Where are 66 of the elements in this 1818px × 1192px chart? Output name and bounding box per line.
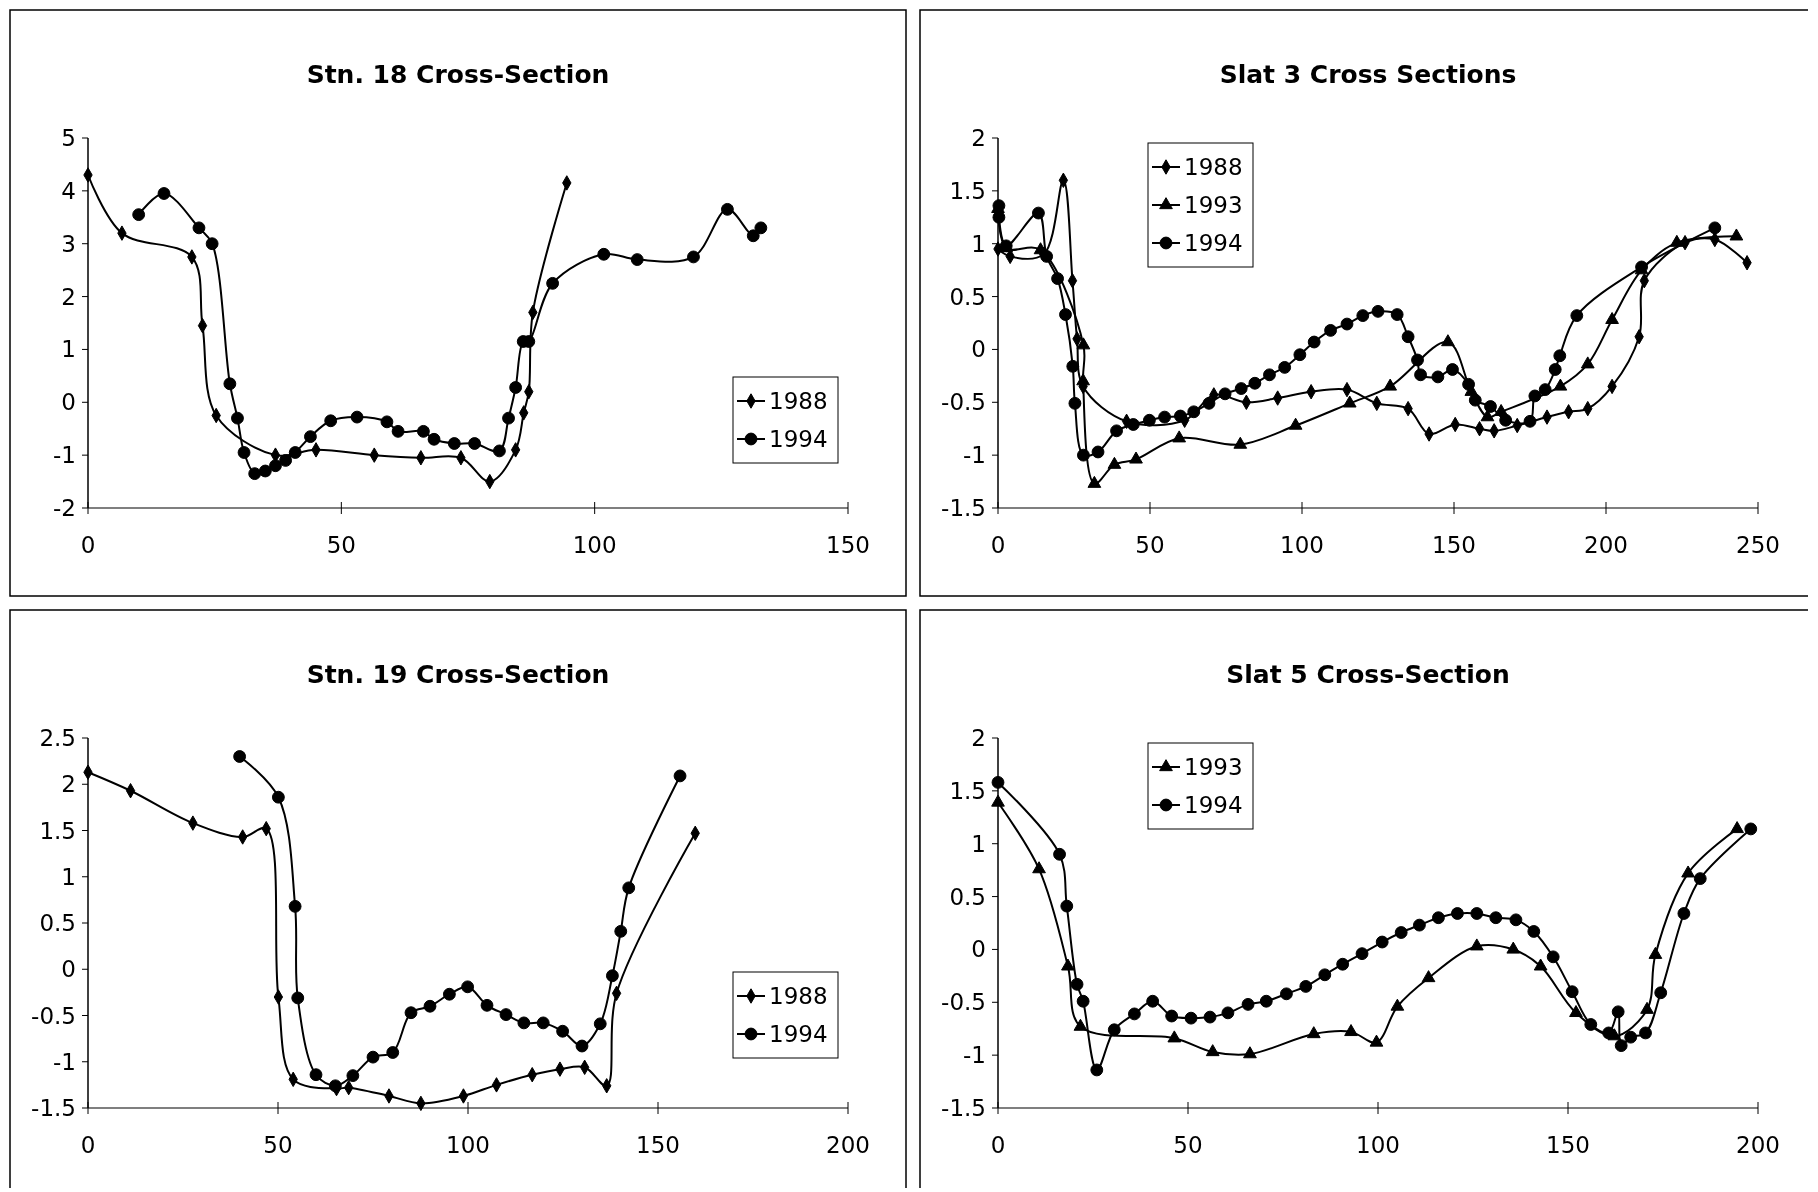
y-tick-label: 1 xyxy=(971,830,986,857)
legend-label: 1994 xyxy=(1184,792,1243,818)
y-tick-label: 0 xyxy=(61,956,76,983)
y-tick-label: 1.5 xyxy=(39,817,76,844)
y-tick-label: 0.5 xyxy=(949,883,986,910)
x-tick-label: 100 xyxy=(572,532,617,558)
x-tick-label: 100 xyxy=(446,1132,490,1158)
x-tick-label: 250 xyxy=(1736,532,1780,558)
y-tick-label: 1.5 xyxy=(949,177,986,204)
x-tick-label: 0 xyxy=(80,532,96,558)
y-tick-label: 1 xyxy=(61,336,76,363)
x-tick-label: 200 xyxy=(1736,1132,1780,1158)
x-tick-label: 200 xyxy=(1584,532,1628,558)
x-tick-label: 200 xyxy=(826,1132,870,1158)
y-tick-label: -1 xyxy=(53,1048,76,1075)
x-tick-label: 50 xyxy=(326,532,356,558)
y-tick-label: -1.5 xyxy=(941,1095,986,1121)
x-tick-label: 0 xyxy=(80,1132,96,1158)
y-tick-label: -2 xyxy=(53,495,76,521)
y-tick-label: 2 xyxy=(971,125,986,151)
y-tick-label: 3 xyxy=(61,230,76,257)
y-tick-label: -0.5 xyxy=(941,989,986,1016)
y-tick-label: 0.5 xyxy=(39,910,76,936)
chart-title: Slat 3 Cross Sections xyxy=(1219,60,1517,89)
legend-label: 1993 xyxy=(1184,192,1243,218)
x-tick-label: 100 xyxy=(1356,1132,1400,1158)
x-tick-label: 150 xyxy=(826,532,870,558)
legend-label: 1988 xyxy=(769,983,828,1009)
x-tick-label: 150 xyxy=(1432,532,1476,558)
legend-label: 1993 xyxy=(1184,754,1243,780)
y-tick-label: -1.5 xyxy=(941,495,986,521)
y-tick-label: 1.5 xyxy=(949,777,986,804)
y-tick-label: 2 xyxy=(61,283,76,310)
y-tick-label: 1 xyxy=(61,863,76,890)
x-tick-label: 150 xyxy=(636,1132,680,1158)
y-tick-label: 5 xyxy=(61,125,76,151)
y-tick-label: -1 xyxy=(53,442,76,469)
x-tick-label: 0 xyxy=(990,532,1006,558)
y-tick-label: 4 xyxy=(61,177,76,204)
y-tick-label: -1 xyxy=(963,442,986,469)
y-tick-label: 2 xyxy=(61,771,76,798)
y-tick-label: -0.5 xyxy=(31,1002,76,1029)
y-tick-label: 0.5 xyxy=(949,283,986,310)
y-tick-label: 1 xyxy=(971,230,986,257)
legend-label: 1988 xyxy=(1184,154,1243,180)
legend-label: 1988 xyxy=(769,388,828,414)
x-tick-label: 150 xyxy=(1546,1132,1590,1158)
chart-title: Stn. 18 Cross-Section xyxy=(306,60,610,89)
legend-label: 1994 xyxy=(1184,230,1243,256)
chart-title: Stn. 19 Cross-Section xyxy=(306,660,610,689)
y-tick-label: 2 xyxy=(971,725,986,751)
legend-label: 1994 xyxy=(769,426,828,452)
y-tick-label: -1.5 xyxy=(31,1095,76,1121)
y-tick-label: -1 xyxy=(963,1042,986,1069)
chart-title: Slat 5 Cross-Section xyxy=(1226,660,1510,689)
x-tick-label: 100 xyxy=(1280,532,1324,558)
y-tick-label: 2.5 xyxy=(39,725,76,751)
x-tick-label: 50 xyxy=(1173,1132,1203,1158)
y-tick-label: 0 xyxy=(971,336,986,363)
x-tick-label: 50 xyxy=(263,1132,293,1158)
y-tick-label: 0 xyxy=(971,936,986,963)
legend-label: 1994 xyxy=(769,1021,828,1047)
y-tick-label: 0 xyxy=(61,389,76,416)
x-tick-label: 0 xyxy=(990,1132,1006,1158)
x-tick-label: 50 xyxy=(1135,532,1165,558)
y-tick-label: -0.5 xyxy=(941,389,986,416)
